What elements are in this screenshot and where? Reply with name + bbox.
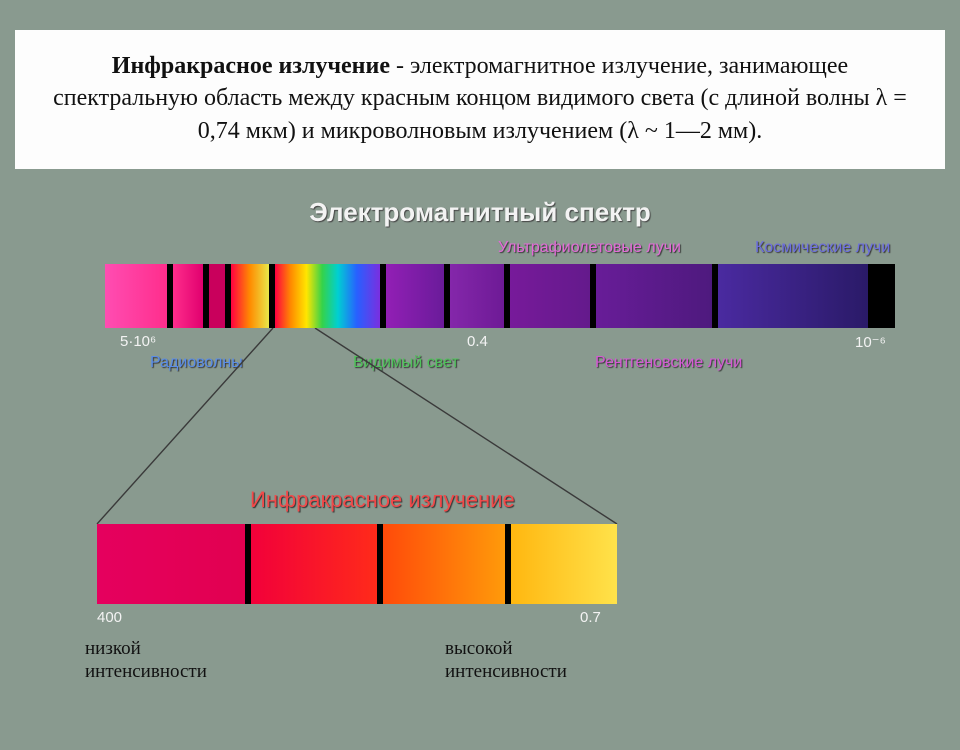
main-seg-2: [173, 264, 203, 328]
main-seg-6: [231, 264, 269, 328]
scale-ir_right: 0.7: [580, 609, 601, 626]
ir-seg-6: [511, 524, 617, 604]
label-cosmic: Космические лучи: [755, 239, 890, 257]
scale-main_mid: 0.4: [467, 333, 488, 350]
scale-ir_left: 400: [97, 609, 122, 626]
main-seg-14: [510, 264, 590, 328]
label-visible: Видимый свет: [353, 354, 459, 372]
label-radio: Радиоволны: [150, 354, 243, 372]
main-seg-10: [386, 264, 444, 328]
label-ir_title: Инфракрасное излучение: [250, 487, 515, 513]
label-uv: Ультрафиолетовые лучи: [498, 239, 681, 257]
ir-seg-0: [97, 524, 245, 604]
main-seg-4: [209, 264, 225, 328]
main-seg-19: [868, 264, 895, 328]
spectrum-diagram: Электромагнитный спектр Ультрафиолетовые…: [15, 179, 945, 699]
main-seg-16: [596, 264, 712, 328]
ir-spectrum-bar: [97, 524, 617, 604]
title-bold: Инфракрасное излучение: [112, 53, 390, 79]
ir-seg-2: [251, 524, 377, 604]
high-intensity-label: высокой интенсивности: [445, 637, 567, 685]
scale-main_left: 5·10⁶: [120, 333, 156, 350]
definition-box: Инфракрасное излучение - электромагнитно…: [15, 30, 945, 169]
ir-seg-4: [383, 524, 505, 604]
main-seg-12: [450, 264, 504, 328]
main-spectrum-bar: [105, 264, 895, 328]
diagram-title: Электромагнитный спектр: [15, 197, 945, 228]
main-seg-8: [275, 264, 380, 328]
scale-main_right: 10⁻⁶: [855, 333, 886, 351]
label-xray: Рентгеновские лучи: [595, 354, 742, 372]
low-intensity-label: низкой интенсивности: [85, 637, 207, 685]
main-seg-0: [105, 264, 167, 328]
main-seg-18: [718, 264, 868, 328]
